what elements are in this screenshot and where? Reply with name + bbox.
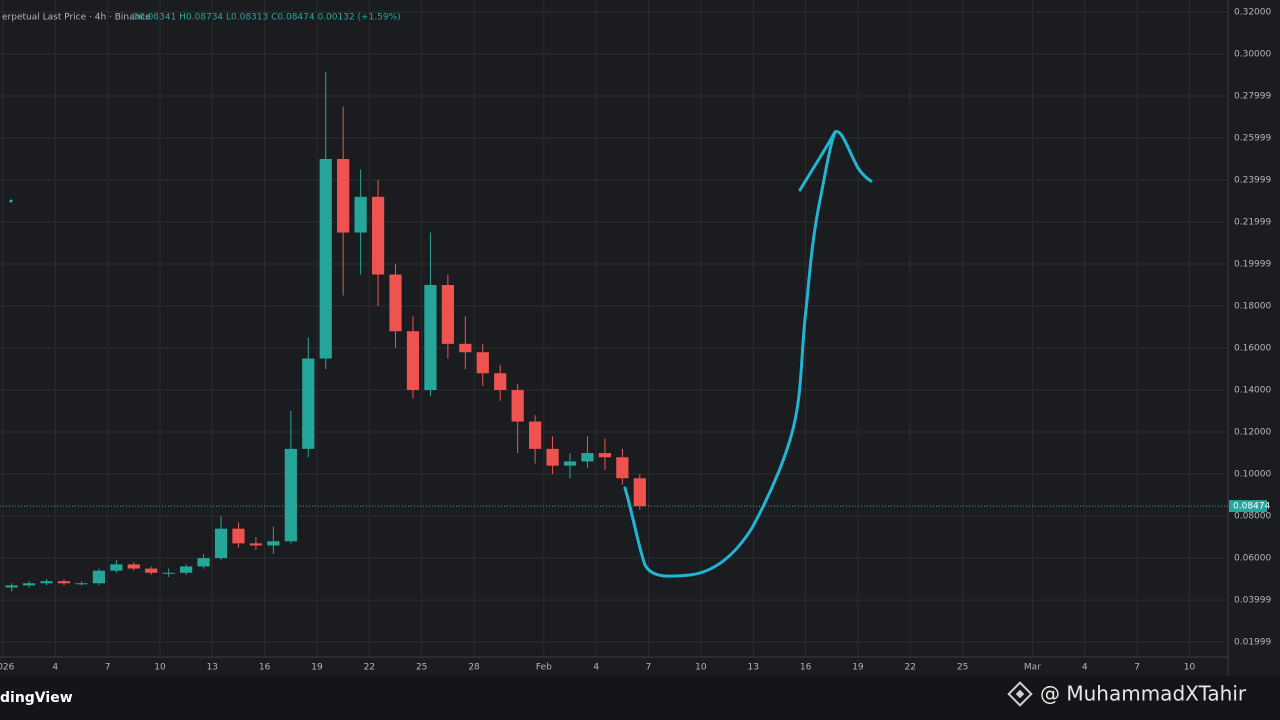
watermark: @ MuhammadXTahir (1040, 682, 1247, 706)
symbol-info: erpetual Last Price · 4h · Binance (2, 13, 151, 23)
candle-body (441, 285, 454, 344)
y-tick-label: 0.25999 (1234, 134, 1271, 144)
x-tick-label: 19 (852, 663, 864, 673)
x-tick-label: Mar (1024, 663, 1041, 673)
footer-bar (0, 676, 1280, 720)
x-tick-label: 19 (311, 663, 323, 673)
y-tick-label: 0.18000 (1234, 302, 1271, 312)
candle-body (57, 581, 71, 584)
candle-body (459, 343, 472, 353)
x-tick-label: Feb (536, 663, 552, 673)
last-price-box (1229, 500, 1267, 513)
candle-body (424, 285, 437, 391)
y-tick-label: 0.08000 (1234, 512, 1271, 522)
candle-body (633, 478, 646, 507)
x-tick-label: 16 (800, 663, 812, 673)
y-tick-label: 0.06000 (1234, 554, 1271, 564)
candle-body (284, 448, 297, 542)
candle-body (5, 585, 18, 588)
x-tick-label: 13 (748, 663, 759, 673)
candle-body (494, 373, 507, 391)
y-tick-label: 0.19999 (1234, 260, 1271, 270)
candle-body (598, 453, 612, 458)
x-tick-label: 16 (259, 663, 271, 673)
candle-body (581, 453, 594, 462)
x-tick-label: 7 (1134, 663, 1140, 673)
drawn-projection (623, 130, 873, 578)
y-tick-label: 0.21999 (1234, 218, 1271, 228)
candle-body (180, 566, 193, 573)
candle-body (214, 528, 228, 559)
candle-body (546, 448, 559, 466)
x-tick-label: 2026 (0, 663, 15, 673)
candle-body (371, 196, 385, 275)
candle-body (232, 528, 245, 544)
y-tick-label: 0.32000 (1234, 7, 1271, 17)
x-tick-label: 25 (416, 663, 427, 673)
x-tick-label: 7 (646, 663, 652, 673)
x-tick-label: 4 (1082, 663, 1088, 673)
x-tick-label: 13 (207, 663, 218, 673)
candle-body (476, 352, 489, 374)
x-tick-label: 10 (1184, 663, 1196, 673)
ohlc-info: O0.08341 H0.08734 L0.08313 C0.08474 0.00… (132, 13, 401, 23)
candle-body (529, 421, 542, 449)
candle-body (162, 572, 175, 574)
y-tick-label: 0.03999 (1234, 596, 1271, 606)
x-tick-label: 10 (154, 663, 166, 673)
logo: dingView (0, 690, 73, 706)
x-tick-label: 10 (695, 663, 707, 673)
candle-body (92, 570, 105, 584)
marker-dot (9, 199, 13, 203)
candle-body (197, 558, 210, 567)
candle-body (337, 158, 350, 233)
x-tick-label: 22 (905, 663, 916, 673)
candle-body (267, 541, 280, 546)
x-tick-label: 25 (957, 663, 968, 673)
candle-body (302, 358, 315, 449)
candle-body (127, 564, 140, 569)
candle-body (319, 158, 332, 359)
y-tick-label: 0.10000 (1234, 470, 1271, 480)
x-tick-label: 4 (593, 663, 599, 673)
x-tick-label: 28 (468, 663, 480, 673)
y-tick-label: 0.16000 (1234, 344, 1271, 354)
y-tick-label: 0.30000 (1234, 49, 1271, 59)
candle-body (40, 581, 53, 584)
candle-body (354, 196, 367, 233)
y-tick-label: 0.23999 (1234, 176, 1271, 186)
y-tick-label: 0.14000 (1234, 386, 1271, 396)
candle-body (249, 543, 263, 546)
x-tick-label: 7 (105, 663, 111, 673)
candle-body (75, 583, 88, 585)
y-tick-label: 0.27999 (1234, 92, 1271, 102)
last-price-label: 0.08474 (1233, 502, 1270, 512)
x-tick-label: 22 (364, 663, 375, 673)
candle-body (563, 461, 577, 466)
candle-body (511, 390, 524, 422)
candle-body (406, 331, 420, 391)
x-tick-label: 4 (52, 663, 58, 673)
y-tick-label: 0.01999 (1234, 638, 1271, 648)
y-tick-label: 0.12000 (1234, 428, 1271, 438)
candle-body (616, 457, 629, 479)
candle-body (22, 583, 36, 586)
candle-body (145, 568, 158, 573)
candle-body (110, 564, 123, 571)
candle-body (389, 274, 402, 332)
